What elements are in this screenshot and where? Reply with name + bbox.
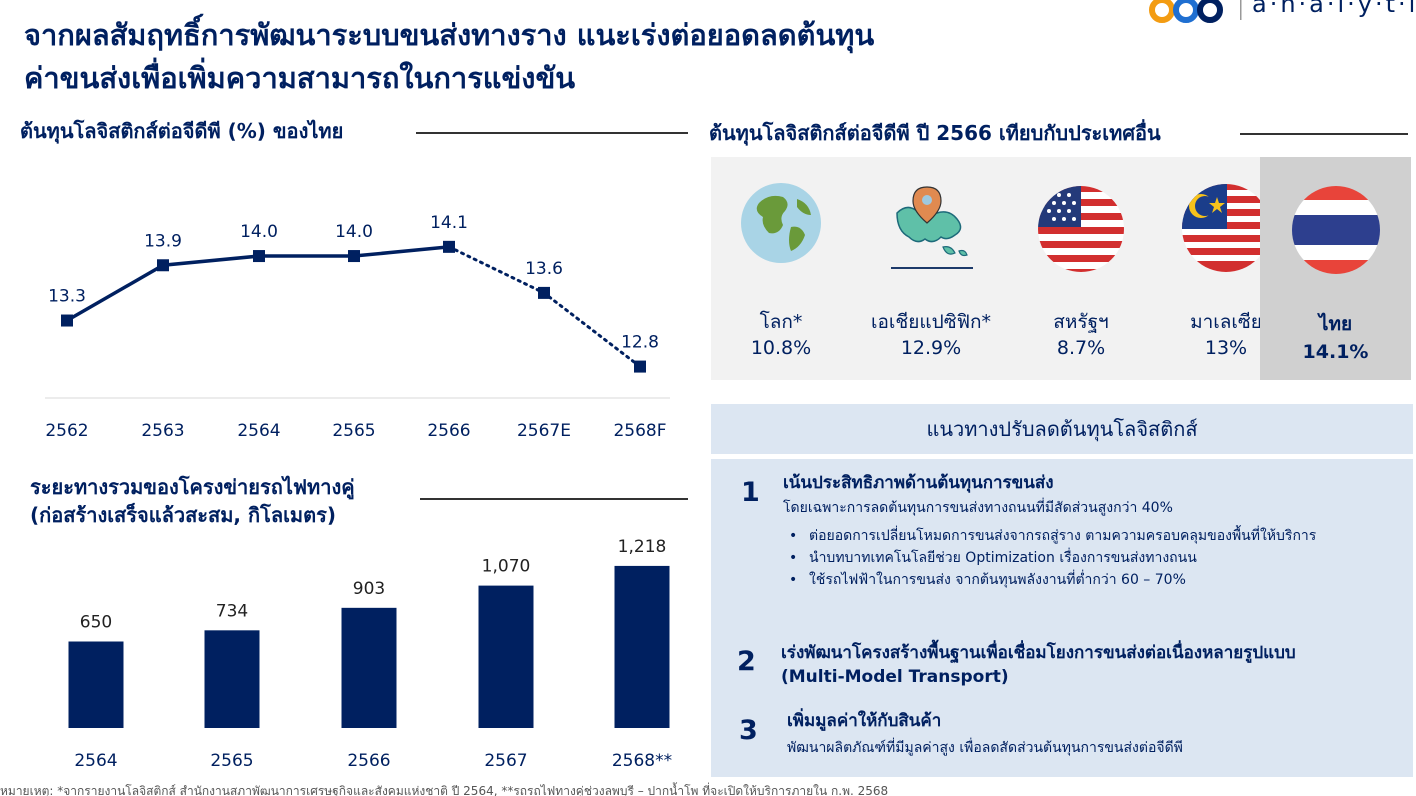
bar-chart-title-line-1: ระยะทางรวมของโครงข่ายรถไฟทางคู่ [30, 475, 355, 499]
comparison-title: ต้นทุนโลจิสติกส์ต่อจีดีพี ปี 2566 เทียบก… [709, 121, 1161, 145]
bar [204, 630, 260, 728]
compare-value-world: 10.8% [750, 337, 812, 359]
line-x-tick-label: 2566 [427, 421, 470, 441]
line-data-label: 13.9 [144, 231, 182, 251]
brand-logo [1149, 0, 1242, 23]
bar-data-label: 1,070 [482, 557, 531, 577]
line-x-tick-label: 2567E [517, 421, 571, 441]
headline-line-2: ค่าขนส่งเพื่อเพิ่มความสามารถในการแข่งขัน [24, 61, 576, 95]
compare-item-thailand: ไทย 14.1% [1260, 157, 1411, 380]
guideline-3-desc: พัฒนาผลิตภัณฑ์ที่มีมูลค่าสูง เพื่อลดสัดส… [787, 740, 1183, 756]
bar-x-tick-label: 2564 [74, 751, 117, 771]
line-data-label: 14.0 [335, 222, 373, 242]
bar [614, 565, 670, 728]
globe-icon [741, 183, 821, 263]
line-x-tick-label: 2563 [141, 421, 184, 441]
line-chart-title: ต้นทุนโลจิสติกส์ต่อจีดีพี (%) ของไทย [20, 119, 344, 143]
headline: จากผลสัมฤทธิ์การพัฒนาระบบขนส่งทางราง แนะ… [24, 14, 874, 100]
footnote: หมายเหตุ: *จากรายงานโลจิสติกส์ สำนักงานส… [0, 784, 889, 796]
guideline-1-bullet: ใช้รถไฟฟ้าในการขนส่ง จากต้นทุนพลังงานที่… [783, 569, 1373, 591]
bar [341, 607, 397, 728]
compare-name-thailand: ไทย [1318, 313, 1353, 335]
line-point [538, 286, 550, 299]
thailand-flag-icon [1291, 186, 1380, 274]
guideline-2-number: 2 [737, 646, 756, 677]
compare-item-usa: สหรัฐฯ 8.7% [1011, 157, 1151, 380]
bar-chart-title: ระยะทางรวมของโครงข่ายรถไฟทางคู่ (ก่อสร้า… [30, 473, 355, 529]
line-data-label: 14.1 [430, 213, 468, 233]
line-point [634, 360, 646, 373]
line-x-tick-label: 2564 [237, 421, 280, 441]
guideline-3-title: เพิ่มมูลค่าให้กับสินค้า [787, 711, 942, 731]
bar-data-label: 1,218 [618, 537, 667, 557]
guideline-1-title: เน้นประสิทธิภาพด้านต้นทุนการขนส่ง [783, 473, 1054, 493]
asia-pacific-map-icon [891, 186, 973, 269]
guideline-1-bullet: ต่อยอดการเปลี่ยนโหมดการขนส่งจากรถสู่ราง … [783, 525, 1373, 547]
line-point [253, 250, 265, 263]
line-point [61, 314, 73, 327]
guideline-1-desc: โดยเฉพาะการลดต้นทุนการขนส่งทางถนนที่มีสั… [783, 500, 1173, 516]
line-x-tick-label: 2562 [45, 421, 88, 441]
bar-x-tick-label: 2566 [347, 751, 390, 771]
guideline-1-bullet: นำบทบาทเทคโนโลยีช่วย Optimization เรื่อง… [783, 547, 1373, 569]
headline-line-1: จากผลสัมฤทธิ์การพัฒนาระบบขนส่งทางราง แนะ… [24, 18, 875, 52]
line-point [443, 240, 455, 253]
logistics-cost-line-chart: 13.3 2562 13.9 2563 14.0 2564 14.0 2565 14.1 2566… [45, 213, 670, 441]
compare-item-asia-pacific: เอเชียแปซิฟิก* 12.9% [851, 157, 1011, 380]
guidelines-header: แนวทางปรับลดต้นทุนโลจิสติกส์ [711, 404, 1413, 454]
compare-value-malaysia: 13% [1204, 337, 1248, 359]
bar-chart-title-line-2: (ก่อสร้างเสร็จแล้วสะสม, กิโลเมตร) [30, 503, 336, 527]
bar-chart-title-rule [420, 498, 688, 500]
malaysia-flag-icon [1182, 184, 1270, 272]
guideline-3-number: 3 [739, 715, 758, 746]
compare-name-usa: สหรัฐฯ [1053, 311, 1109, 333]
compare-value-asia-pacific: 12.9% [900, 337, 962, 359]
bar [68, 641, 124, 728]
bar-data-label: 650 [80, 613, 112, 633]
bar-x-tick-label: 2568** [612, 751, 672, 771]
guideline-1-bullets: ต่อยอดการเปลี่ยนโหมดการขนส่งจากรถสู่ราง … [783, 525, 1373, 591]
compare-name-world: โลก* [759, 311, 803, 333]
guideline-2-title: เร่งพัฒนาโครงสร้างพื้นฐานเพื่อเชื่อมโยงก… [781, 643, 1296, 687]
guideline-1-number: 1 [741, 477, 760, 508]
compare-name-asia-pacific: เอเชียแปซิฟิก* [870, 311, 992, 333]
logo-text: a·n·a·l·y·t·i·c·s [1252, 0, 1416, 18]
double-track-railway-bar-chart: 650 2564 734 2565 903 2566 1,070 2567 1,218 2568*… [68, 537, 672, 771]
usa-flag-icon [1038, 186, 1124, 272]
bar-x-tick-label: 2567 [484, 751, 527, 771]
line-point [157, 259, 169, 272]
guidelines-body: 1 เน้นประสิทธิภาพด้านต้นทุนการขนส่ง โดยเ… [711, 459, 1413, 777]
line-data-label: 12.8 [621, 333, 659, 353]
line-data-label: 13.6 [525, 259, 563, 279]
line-x-tick-label: 2568F [613, 421, 666, 441]
comparison-title-rule [1240, 133, 1408, 135]
line-point [348, 250, 360, 263]
bar-data-label: 903 [353, 579, 385, 599]
bar [478, 585, 534, 728]
bar-x-tick-label: 2565 [210, 751, 253, 771]
line-data-label: 13.3 [48, 287, 86, 307]
bar-data-label: 734 [216, 601, 248, 621]
compare-value-thailand: 14.1% [1302, 341, 1369, 363]
line-data-label: 14.0 [240, 222, 278, 242]
compare-item-malaysia: มาเลเซีย 13% [1151, 157, 1301, 380]
line-x-tick-label: 2565 [332, 421, 375, 441]
compare-name-malaysia: มาเลเซีย [1190, 311, 1262, 333]
compare-value-usa: 8.7% [1056, 337, 1106, 359]
line-chart-title-rule [416, 132, 688, 134]
compare-item-world: โลก* 10.8% [711, 157, 851, 380]
comparison-panel: โลก* 10.8% เอเชียแปซิฟิก* 12.9% [711, 157, 1411, 380]
